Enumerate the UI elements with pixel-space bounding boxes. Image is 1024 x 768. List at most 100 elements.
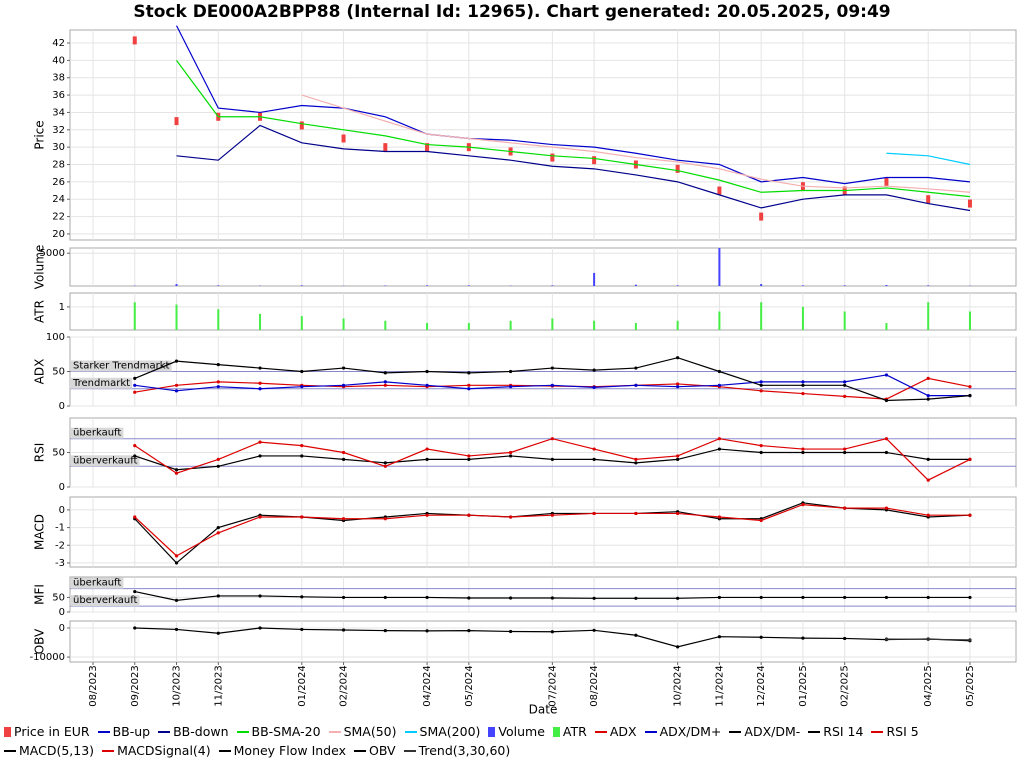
point — [174, 389, 179, 393]
point — [550, 437, 554, 441]
annotation: Trendmarkt — [72, 378, 130, 389]
point — [717, 437, 722, 441]
legend-swatch — [644, 730, 657, 733]
plot-area — [69, 496, 1017, 568]
point — [174, 561, 179, 565]
y-tick-label: 34 — [52, 107, 65, 118]
point — [759, 380, 763, 384]
y-tick-label: 50 — [52, 592, 65, 603]
legend-swatch — [404, 730, 417, 733]
bar — [718, 248, 721, 286]
point — [341, 517, 346, 521]
bar — [634, 323, 637, 330]
x-tick-label: 01/2024 — [297, 665, 308, 707]
annotation-bg — [71, 360, 172, 372]
point — [801, 595, 805, 600]
bar — [760, 284, 763, 286]
price-bar — [926, 195, 931, 204]
y-tick-label: 20 — [52, 229, 65, 240]
legend-item: Price in EUR — [4, 724, 90, 739]
bar — [551, 285, 554, 286]
y-tick-label: 100 — [46, 332, 65, 343]
legend-swatch — [353, 749, 366, 752]
y-tick-label: 22 — [52, 212, 65, 223]
point — [174, 359, 179, 363]
point — [509, 515, 513, 519]
point — [676, 645, 680, 649]
legend-swatch — [871, 730, 884, 733]
y-tick-label: 1 — [59, 302, 65, 313]
point — [759, 450, 763, 455]
legend-swatch — [102, 749, 115, 752]
annotation: überverkauft — [73, 595, 138, 606]
legend-label: SMA(50) — [343, 724, 397, 739]
point — [509, 450, 513, 455]
point — [550, 366, 554, 370]
y-axis-label: ADX — [33, 359, 47, 385]
point — [341, 450, 346, 455]
point — [926, 457, 930, 461]
bar — [217, 285, 220, 286]
point — [509, 596, 513, 600]
legend-label: Price in EUR — [14, 724, 90, 739]
x-tick-label: 12/2024 — [756, 665, 767, 707]
point — [467, 457, 471, 461]
point — [676, 454, 680, 458]
point — [467, 371, 471, 375]
point — [592, 447, 596, 451]
point — [550, 596, 554, 600]
point — [634, 511, 638, 516]
point — [968, 457, 972, 461]
bar — [634, 284, 637, 286]
x-tick-label: 07/2024 — [547, 665, 558, 707]
point — [968, 385, 972, 389]
point — [425, 447, 429, 451]
point — [133, 515, 137, 519]
point — [884, 398, 889, 403]
point — [759, 518, 763, 523]
price-bar — [299, 121, 304, 130]
point — [759, 383, 763, 387]
y-tick-label: 32 — [52, 125, 65, 136]
point — [717, 383, 722, 387]
point — [300, 515, 304, 519]
legend-swatch — [552, 726, 560, 737]
point — [216, 594, 220, 598]
point — [717, 369, 722, 374]
annotation: überverkauft — [73, 455, 138, 466]
legend-item: Trend(3,30,60) — [403, 743, 510, 758]
point — [676, 356, 680, 360]
legend-item: Money Flow Index — [218, 743, 346, 758]
point — [300, 369, 304, 374]
legend-swatch — [4, 726, 11, 737]
legend-item: MACDSignal(4) — [102, 743, 211, 758]
point — [550, 630, 554, 634]
point — [258, 626, 262, 630]
point — [383, 517, 387, 521]
point — [843, 636, 847, 641]
price-bar — [592, 156, 597, 165]
y-tick-label: 38 — [52, 73, 65, 84]
y-tick-label: 26 — [52, 177, 65, 188]
bar — [927, 302, 930, 330]
legend-label: BB-down — [173, 724, 229, 739]
line — [176, 124, 971, 212]
x-tick-label: 11/2023 — [213, 665, 224, 707]
legend-item: ADX/DM+ — [644, 724, 721, 739]
y-tick-label: 0 — [59, 401, 65, 412]
point — [425, 383, 429, 387]
point — [968, 394, 972, 398]
bar — [467, 285, 470, 286]
point — [341, 595, 346, 600]
point — [133, 444, 137, 448]
point — [383, 595, 387, 600]
y-tick-label: 50 — [52, 448, 65, 459]
x-tick-label: 08/2024 — [589, 665, 600, 707]
point — [174, 471, 179, 475]
point — [216, 631, 220, 635]
point — [592, 368, 596, 372]
x-tick-label: 08/2023 — [88, 665, 99, 707]
point — [801, 383, 805, 387]
point — [884, 450, 889, 455]
chart-title: Stock DE000A2BPP88 (Internal Id: 12965).… — [133, 2, 890, 22]
